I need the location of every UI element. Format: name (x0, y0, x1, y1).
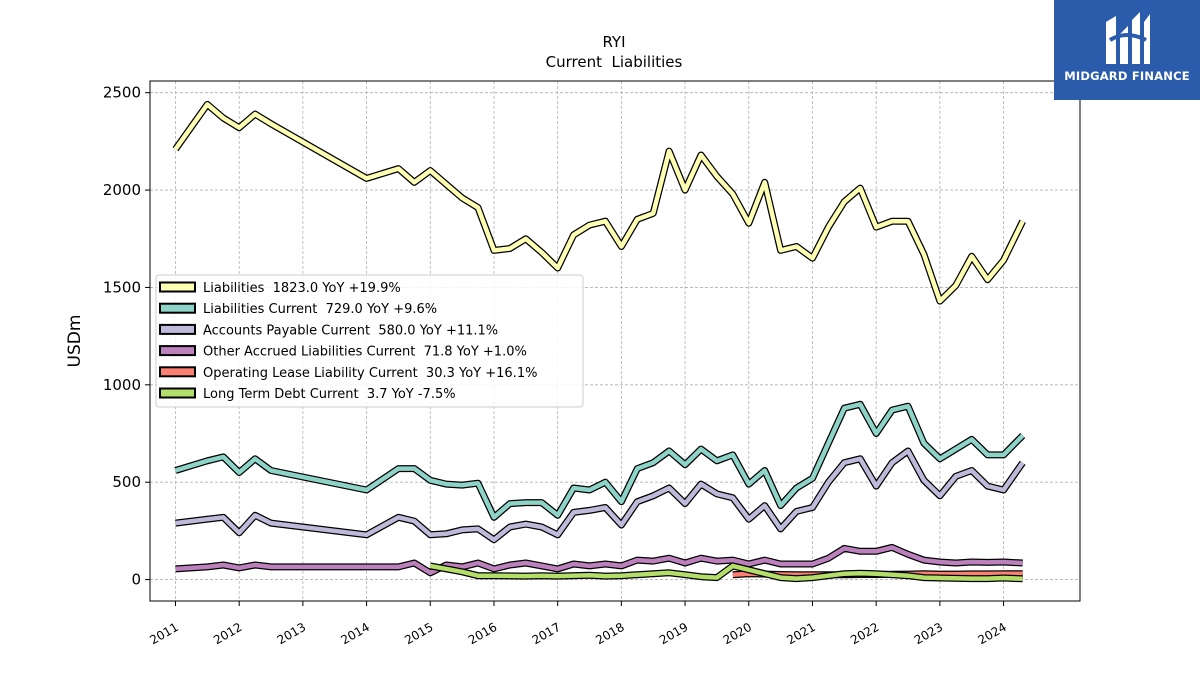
series-lines (172, 100, 1026, 583)
y-tick-label: 2000 (103, 181, 141, 199)
series-line-2 (175, 448, 1025, 542)
y-tick-label: 500 (112, 473, 141, 491)
legend-swatch (159, 366, 196, 378)
legend-swatch (159, 323, 196, 335)
series-line-5 (429, 563, 1023, 582)
legend-entry: Operating Lease Liability Current 30.3 Y… (203, 366, 537, 381)
y-tick-label: 0 (131, 571, 141, 589)
legend-swatch (159, 387, 196, 399)
series-line-0 (173, 102, 1025, 304)
legend-swatch (159, 302, 196, 314)
x-tick-label: 2013 (275, 620, 308, 647)
legend-swatch (159, 345, 196, 357)
legend-entry: Long Term Debt Current 3.7 YoY -7.5% (203, 387, 456, 402)
x-tick-label: 2019 (657, 620, 690, 647)
x-tick-label: 2014 (338, 620, 371, 647)
x-tick-label: 2012 (211, 620, 244, 647)
legend-entry: Liabilities Current 729.0 YoY +9.6% (203, 302, 437, 317)
x-tick-label: 2024 (975, 620, 1008, 647)
chart-subtitle: Current Liabilities (546, 53, 683, 71)
x-tick-label: 2022 (848, 620, 881, 647)
x-tick-label: 2021 (784, 620, 817, 647)
x-tick-label: 2015 (402, 620, 435, 647)
brand-logo: MIDGARD FINANCE (1054, 0, 1200, 100)
legend-entry: Accounts Payable Current 580.0 YoY +11.1… (203, 323, 498, 338)
series-line-3 (175, 545, 1023, 576)
x-tick-label: 2023 (912, 620, 945, 647)
chart-title: RYI (602, 33, 625, 51)
legend-box (155, 274, 584, 408)
x-tick-label: 2016 (466, 620, 499, 647)
legend-swatch (159, 281, 196, 293)
y-tick-label: 1000 (103, 376, 141, 394)
legend-entry: Liabilities 1823.0 YoY +19.9% (203, 281, 401, 296)
legend-entry: Other Accrued Liabilities Current 71.8 Y… (203, 345, 527, 360)
legend: Liabilities 1823.0 YoY +19.9% Liabilities… (155, 274, 584, 408)
x-tick-label: 2011 (147, 620, 180, 647)
y-tick-label: 2500 (103, 84, 141, 102)
x-tick-label: 2018 (593, 620, 626, 647)
y-tick-label: 1500 (103, 278, 141, 296)
series-line-1 (174, 402, 1025, 520)
y-axis-label: USDm (65, 315, 85, 368)
midgard-m-icon (1106, 12, 1150, 64)
plot-frame (149, 80, 1081, 602)
logo-text: MIDGARD FINANCE (1064, 69, 1190, 83)
x-tick-label: 2020 (721, 620, 754, 647)
gridlines (150, 81, 1080, 601)
x-tick-label: 2017 (530, 620, 563, 647)
